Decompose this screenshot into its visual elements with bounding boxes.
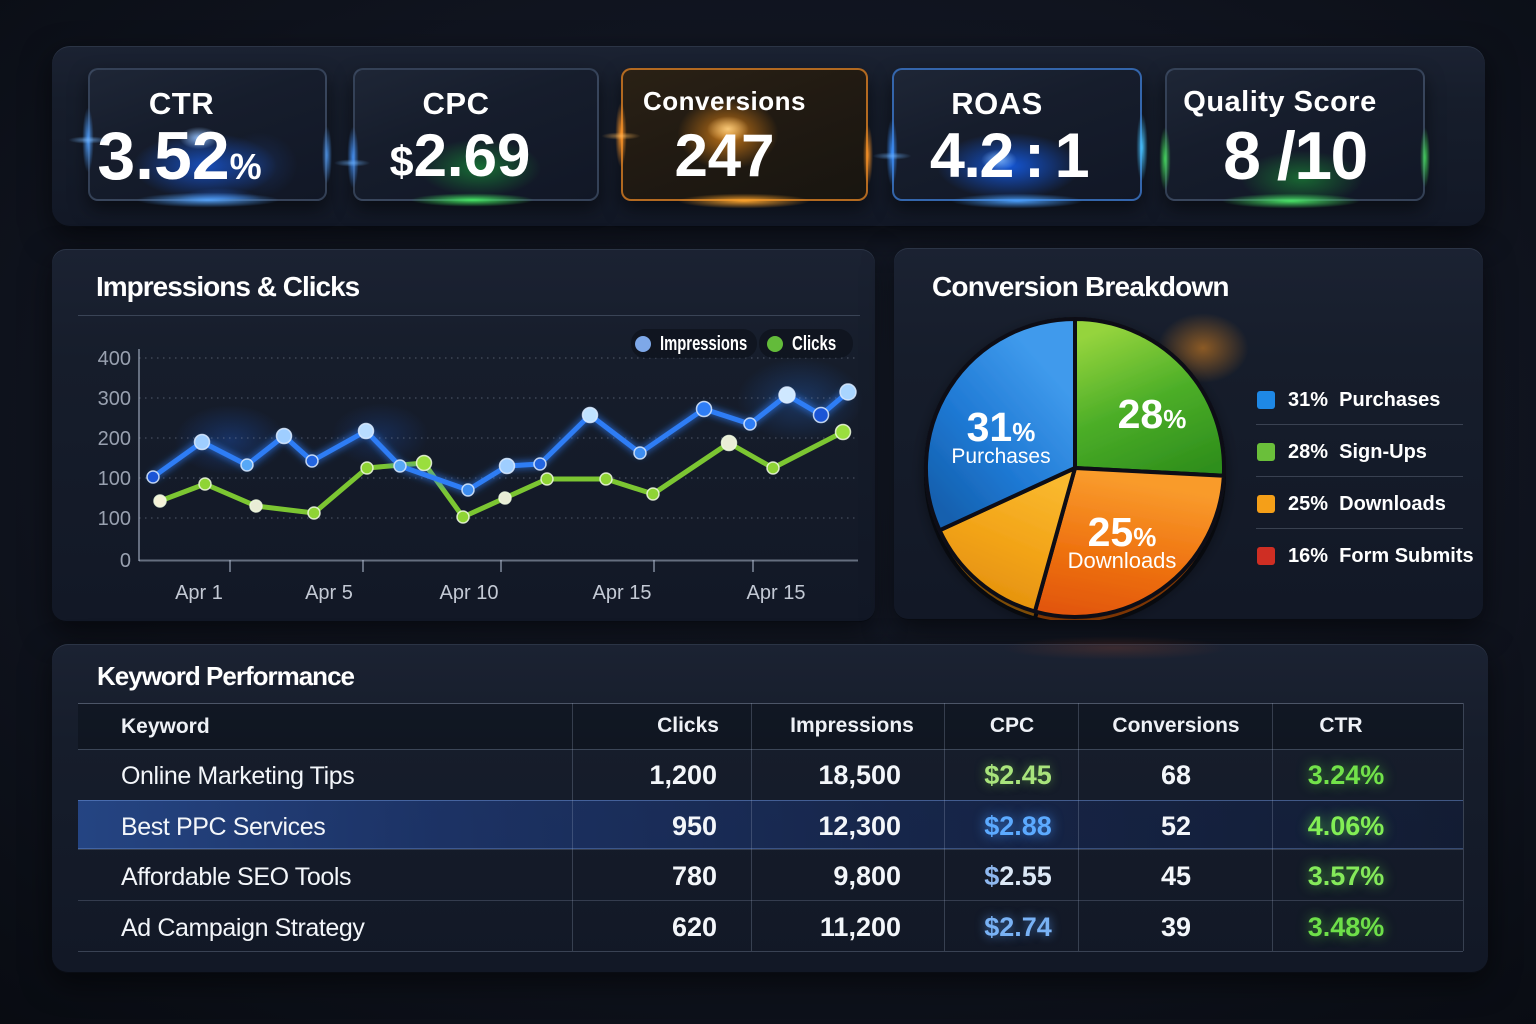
svg-text:Apr 15: Apr 15 bbox=[747, 582, 806, 604]
svg-text:300: 300 bbox=[98, 388, 131, 410]
svg-text:Apr 5: Apr 5 bbox=[305, 582, 353, 604]
svg-text:0: 0 bbox=[120, 550, 131, 572]
svg-text:400: 400 bbox=[98, 348, 131, 370]
svg-text:200: 200 bbox=[98, 428, 131, 450]
svg-text:Apr 10: Apr 10 bbox=[440, 582, 499, 604]
svg-text:Apr 15: Apr 15 bbox=[593, 582, 652, 604]
svg-text:Apr 1: Apr 1 bbox=[175, 582, 223, 604]
svg-text:100: 100 bbox=[98, 508, 131, 530]
svg-text:100: 100 bbox=[98, 468, 131, 490]
